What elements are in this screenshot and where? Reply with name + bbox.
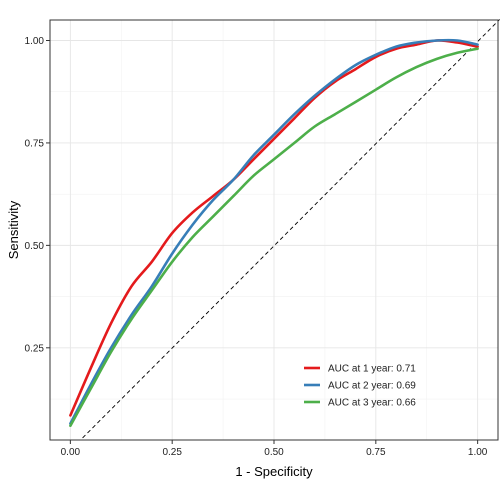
legend-label-2: AUC at 2 year: 0.69 [328,381,416,392]
series-line-1 [69,39,479,417]
series-line-3 [69,47,479,427]
y-axis-ticks: 0.25 0.50 0.75 1.00 [25,36,50,354]
y-tick-label: 0.25 [25,343,45,354]
x-tick-label: 1.00 [468,447,488,458]
y-tick-label: 0.50 [25,241,45,252]
y-tick-label: 0.75 [25,138,45,149]
x-axis-title: 1 - Specificity [235,464,313,479]
reference-diagonal [82,19,500,439]
x-axis-ticks: 0.00 0.25 0.50 0.75 1.00 [61,440,488,458]
legend-label-1: AUC at 1 year: 0.71 [328,364,416,375]
x-tick-label: 0.75 [366,447,386,458]
legend: AUC at 1 year: 0.71 AUC at 2 year: 0.69 AU… [304,364,416,409]
x-tick-label: 0.00 [61,447,81,458]
x-tick-label: 0.25 [162,447,182,458]
x-tick-label: 0.50 [264,447,284,458]
y-axis-title: Sensitivity [6,200,21,259]
y-tick-label: 1.00 [25,36,45,47]
reference-line [82,19,500,439]
legend-label-3: AUC at 3 year: 0.66 [328,398,416,409]
series-line-2 [69,38,479,425]
series-lines [69,38,479,427]
